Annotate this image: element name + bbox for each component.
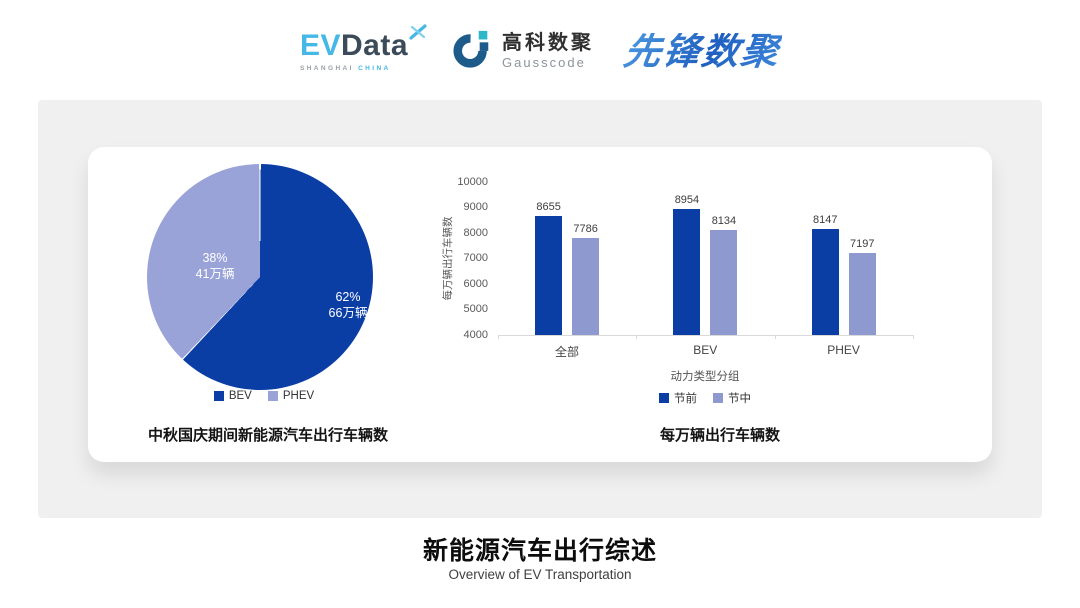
category-label: BEV: [693, 343, 718, 357]
legend-label: 节前: [674, 393, 697, 405]
legend-swatch: [659, 393, 669, 403]
pie-slice-label-phev: 38% 41万辆: [175, 250, 255, 282]
gausscode-g-icon: [452, 27, 494, 76]
y-tick-label: 4000: [463, 328, 488, 341]
page-subtitle: Overview of EV Transportation: [448, 567, 632, 582]
phev-percent-label: 38%: [202, 251, 228, 265]
xianfeng-shuju-logo: 先锋数聚: [621, 30, 783, 72]
y-tick-label: 9000: [463, 201, 488, 213]
bar: [572, 238, 600, 335]
bar-x-axis-title: 动力类型分组: [670, 371, 740, 383]
bar-value-label: 8147: [813, 214, 838, 227]
x-axis-tick: [498, 335, 499, 339]
gausscode-en-text: Gausscode: [502, 55, 586, 70]
evdata-wordmark: EVData: [299, 28, 409, 62]
pie-chart-title: 中秋国庆期间新能源汽车出行车辆数: [147, 427, 388, 444]
x-axis-tick: [636, 335, 638, 339]
dragonfly-x-icon: [408, 23, 428, 46]
bar-x-axis-line: [498, 335, 913, 336]
gausscode-logo: 高科数聚 Gausscode: [452, 27, 594, 76]
bar-value-label: 7786: [573, 223, 598, 236]
x-axis-tick: [774, 335, 776, 339]
bar-legend: 节前 节中: [498, 390, 912, 406]
evdata-shanghai-text: SHANGHAI: [299, 64, 354, 72]
legend-swatch: [267, 391, 278, 401]
y-tick-label: 5000: [463, 303, 488, 315]
bev-count-label: 66万辆: [328, 306, 368, 320]
gausscode-text: 高科数聚 Gausscode: [502, 32, 594, 70]
bar-value-label: 8134: [711, 214, 737, 227]
legend-item: BEV: [213, 390, 252, 402]
page-title: 新能源汽车出行综述: [422, 537, 657, 565]
bar-value-label: 8954: [674, 193, 700, 206]
header-logos: EVData SHANGHAI CHINA: [0, 18, 1080, 84]
category-label: PHEV: [827, 343, 860, 357]
bar: [673, 208, 701, 335]
gausscode-cn-text: 高科数聚: [502, 32, 595, 54]
legend-swatch: [213, 391, 224, 401]
y-tick-label: 7000: [463, 252, 488, 264]
evdata-logo: EVData SHANGHAI CHINA: [299, 23, 427, 72]
legend-item: PHEV: [267, 390, 315, 402]
legend-item: 节中: [713, 390, 751, 406]
evdata-ev-text: EV: [299, 28, 341, 62]
bar-value-label: 7197: [850, 238, 875, 251]
legend-label: BEV: [228, 390, 252, 402]
legend-item: 节前: [659, 390, 697, 406]
legend-swatch: [713, 393, 723, 403]
pie-chart: [147, 164, 373, 390]
y-tick-label: 10000: [457, 175, 488, 188]
phev-count-label: 41万辆: [195, 267, 235, 281]
charts-card: 38% 41万辆 62% 66万辆 BEV PHEV 中秋国庆期间新能源汽车出行车…: [88, 147, 992, 462]
legend-label: 节中: [728, 393, 751, 405]
evdata-china-text: CHINA: [358, 64, 391, 72]
legend-label: PHEV: [282, 390, 315, 402]
x-axis-tick: [912, 335, 914, 339]
y-tick-label: 8000: [463, 226, 488, 239]
bar-value-label: 8655: [536, 201, 561, 214]
bar-chart-title: 每万辆出行车辆数: [659, 427, 780, 444]
pie-legend: BEV PHEV: [112, 390, 416, 402]
bar: [848, 253, 876, 335]
evdata-data-text: Data: [341, 28, 409, 62]
y-tick-label: 6000: [463, 277, 488, 290]
bar: [811, 229, 839, 335]
bar: [535, 216, 563, 335]
bar: [710, 229, 738, 335]
evdata-subtext: SHANGHAI CHINA: [300, 65, 408, 72]
category-label: 全部: [554, 345, 579, 359]
pie-slice-label-bev: 62% 66万辆: [308, 289, 388, 321]
bev-percent-label: 62%: [335, 290, 361, 304]
